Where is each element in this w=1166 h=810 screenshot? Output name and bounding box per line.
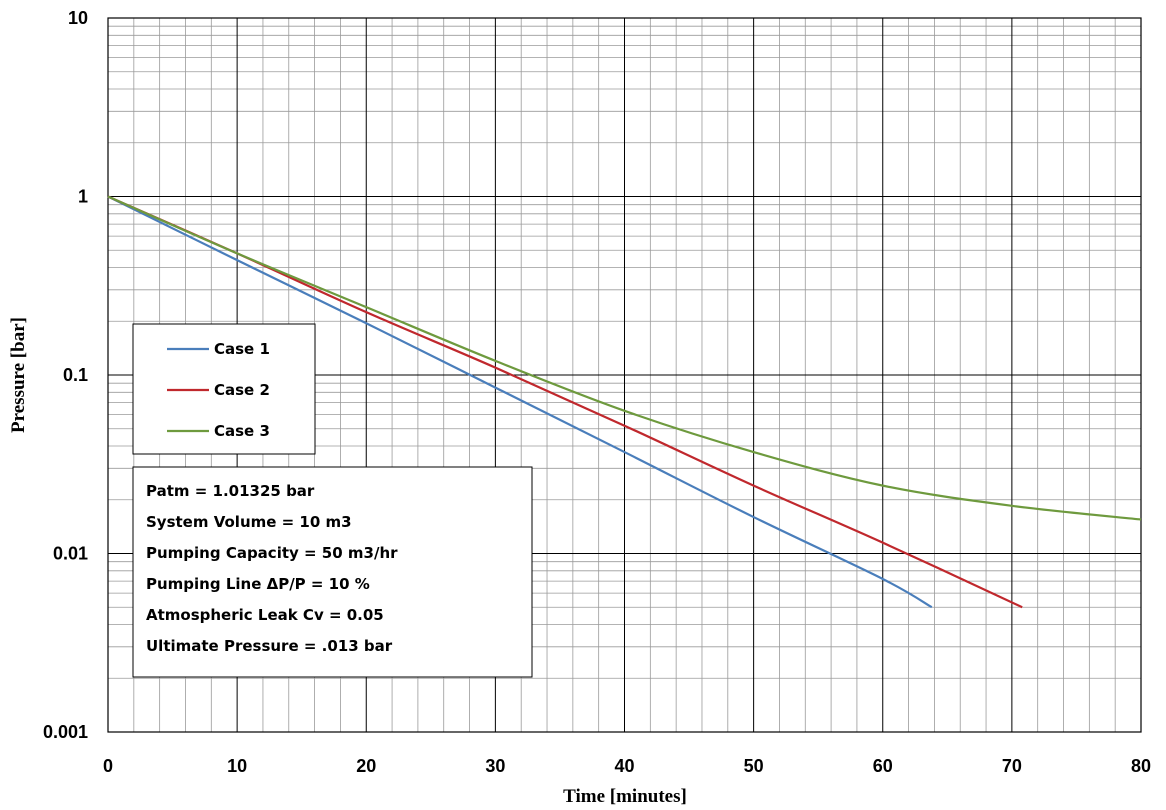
info-box-frame xyxy=(132,466,533,678)
legend: Case 1 Case 2 Case 3 xyxy=(132,323,316,455)
x-tick-label: 70 xyxy=(1002,756,1022,776)
legend-label-2: Case 2 xyxy=(214,381,270,399)
y-tick-label: 0.01 xyxy=(53,544,88,564)
x-tick-label: 60 xyxy=(873,756,893,776)
y-tick-label: 0.1 xyxy=(63,365,88,385)
series-layer xyxy=(107,195,1142,609)
series-line-3 xyxy=(107,195,1142,521)
info-line-6: Ultimate Pressure = .013 bar xyxy=(146,637,393,655)
legend-box xyxy=(132,323,316,455)
y-tick-label: 0.001 xyxy=(43,722,88,742)
x-tick-label: 50 xyxy=(744,756,764,776)
x-axis-title: Time [minutes] xyxy=(563,786,687,807)
x-tick-label: 30 xyxy=(485,756,505,776)
x-tick-label: 80 xyxy=(1131,756,1151,776)
info-line-4: Pumping Line ΔP/P = 10 % xyxy=(146,575,370,593)
x-tick-label: 20 xyxy=(356,756,376,776)
y-tick-label: 10 xyxy=(68,8,88,28)
y-tick-label: 1 xyxy=(78,187,88,207)
legend-label-3: Case 3 xyxy=(214,422,270,440)
x-tick-label: 0 xyxy=(103,756,113,776)
info-line-2: System Volume = 10 m3 xyxy=(146,513,352,531)
series-line-1 xyxy=(107,195,933,609)
y-axis-title: Pressure [bar] xyxy=(8,317,29,433)
x-tick-label: 40 xyxy=(614,756,634,776)
legend-label-1: Case 1 xyxy=(214,340,270,358)
plot-area xyxy=(107,17,1142,733)
x-tick-labels: 0 10 20 30 40 50 60 70 80 xyxy=(103,756,1151,776)
info-box: Patm = 1.01325 bar System Volume = 10 m3 P… xyxy=(132,466,533,678)
info-line-3: Pumping Capacity = 50 m3/hr xyxy=(146,544,398,562)
y-tick-labels: 0.001 0.01 0.1 1 10 xyxy=(43,8,88,742)
info-line-5: Atmospheric Leak Cv = 0.05 xyxy=(146,606,384,624)
info-line-1: Patm = 1.01325 bar xyxy=(146,482,315,500)
x-tick-label: 10 xyxy=(227,756,247,776)
